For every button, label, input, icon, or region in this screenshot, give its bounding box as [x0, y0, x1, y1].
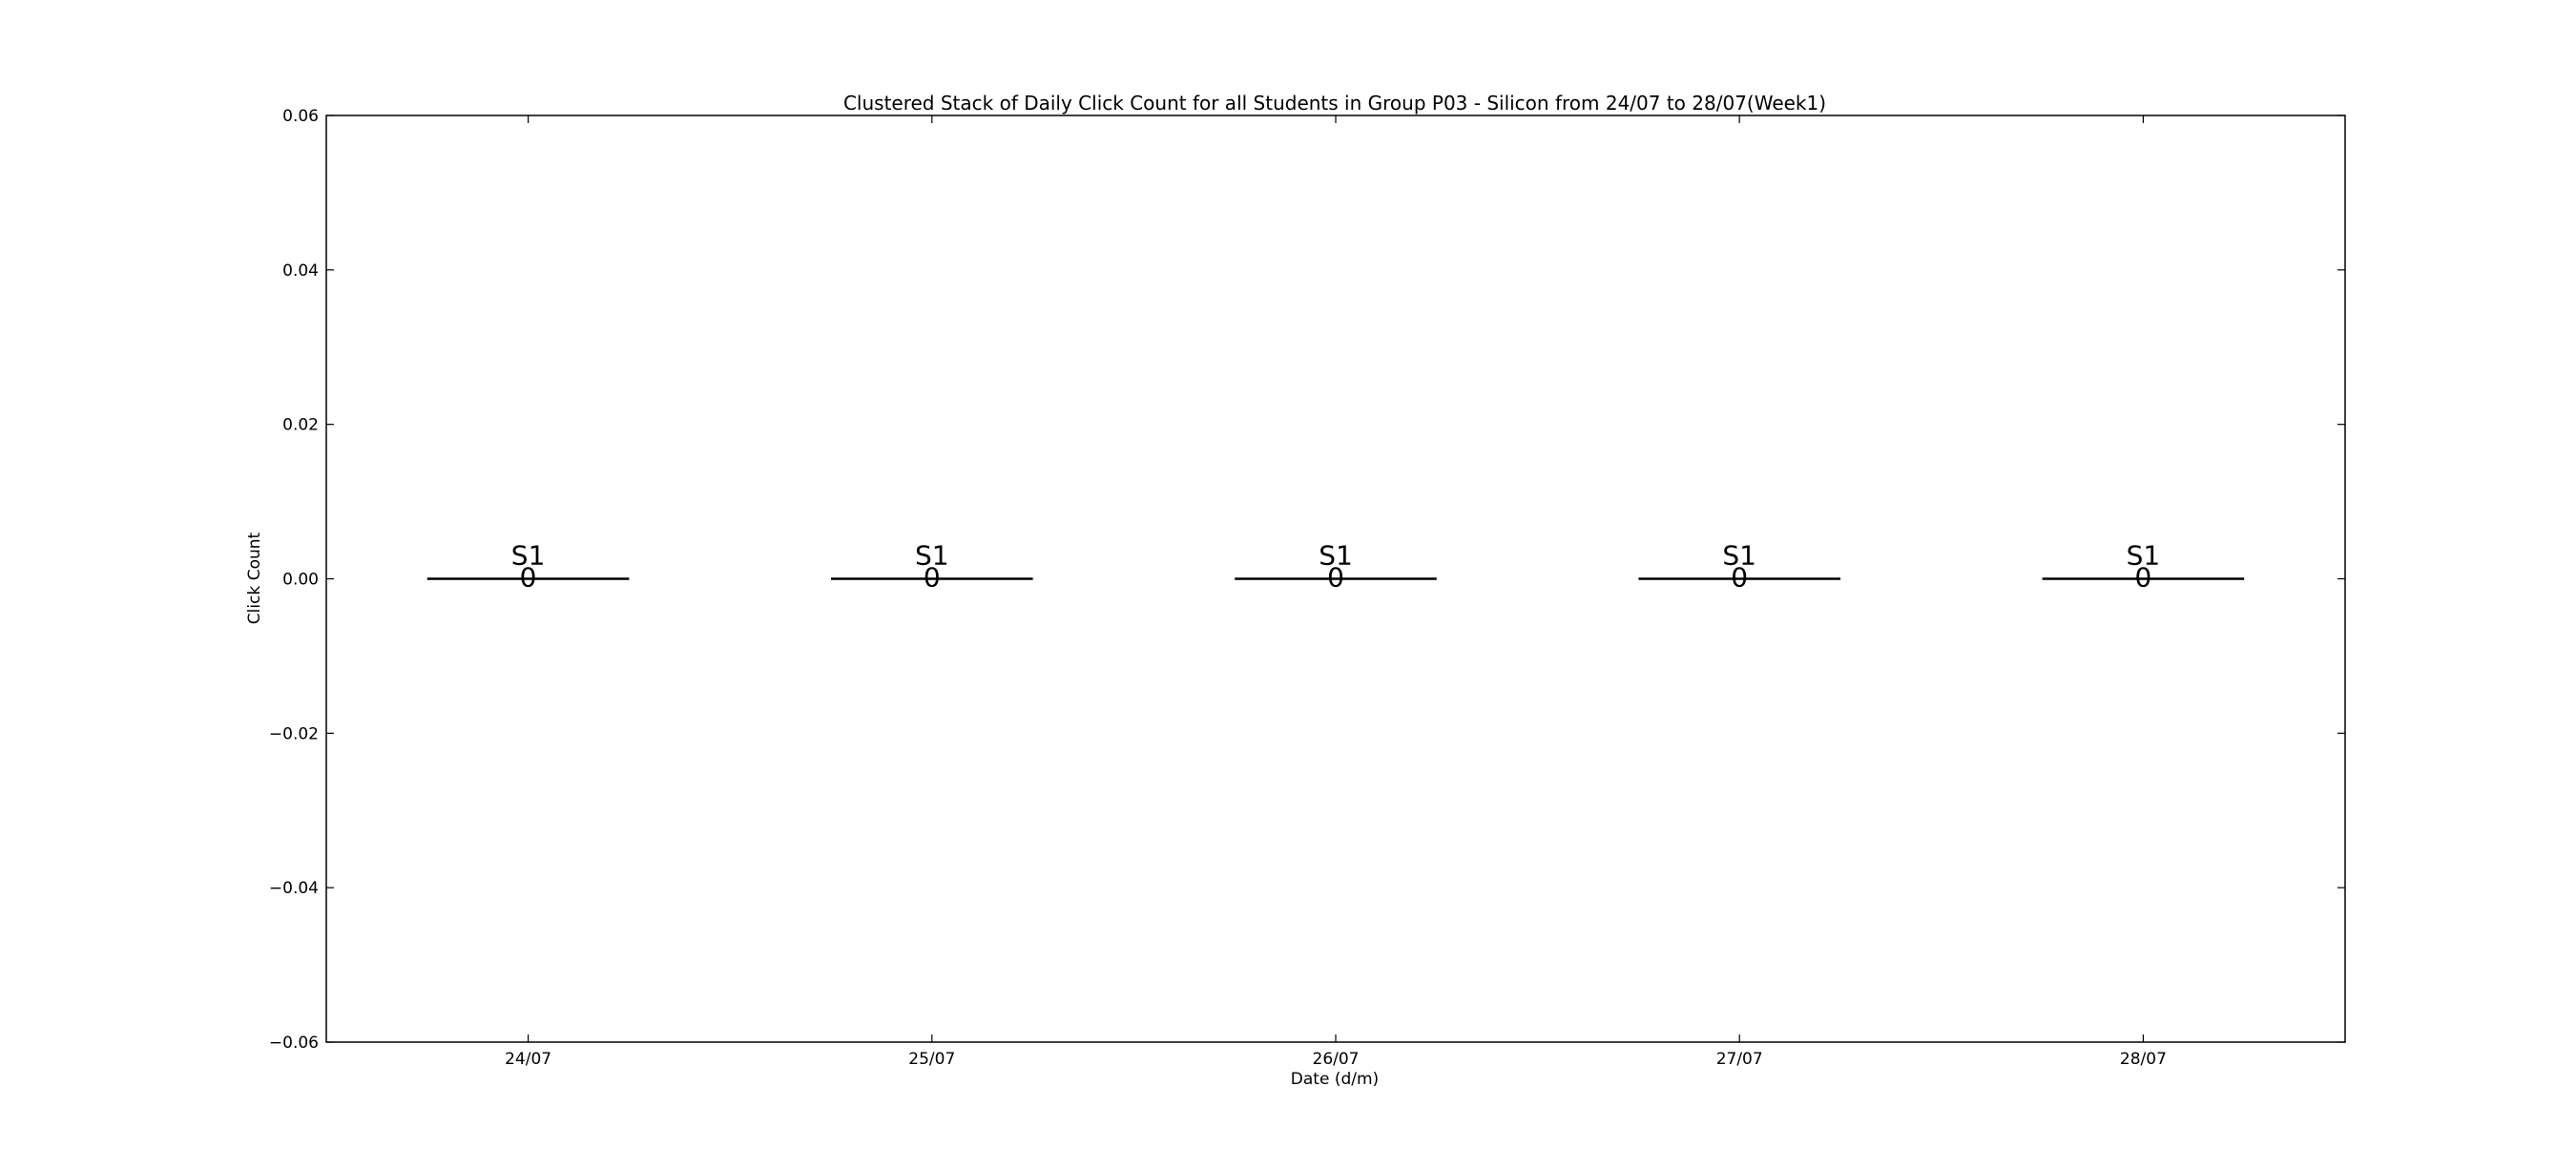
- bar-series-label: S1: [915, 540, 949, 572]
- bar-series-label: S1: [511, 540, 546, 572]
- y-tick-label: 0.04: [282, 261, 319, 281]
- bar-value-label: 0: [1327, 562, 1344, 594]
- x-axis: 24/07 25/07 26/07 27/07 28/07: [505, 115, 2167, 1069]
- chart-title: Clustered Stack of Daily Click Count for…: [843, 92, 1826, 115]
- y-tick-label: −0.06: [269, 1034, 319, 1053]
- x-tick-label: 24/07: [505, 1050, 551, 1069]
- x-tick-label: 27/07: [1716, 1050, 1763, 1069]
- bar-value-label: 0: [924, 562, 941, 594]
- y-axis: 0.06 0.04 0.02 0.00 −0.02 −0.04 −0.06: [269, 107, 2345, 1053]
- bar-value-label: 0: [520, 562, 537, 594]
- y-axis-label: Click Count: [245, 532, 264, 624]
- y-tick-label: 0.02: [282, 416, 319, 435]
- bar-value-label: 0: [1731, 562, 1748, 594]
- bar-series-label: S1: [2127, 540, 2161, 572]
- y-tick-label: 0.06: [282, 107, 319, 126]
- bar-value-label: 0: [2134, 562, 2151, 594]
- y-tick-label: −0.04: [269, 879, 319, 898]
- x-tick-label: 26/07: [1313, 1050, 1360, 1069]
- x-tick-label: 25/07: [908, 1050, 955, 1069]
- bar-series-label: S1: [1319, 540, 1353, 572]
- y-tick-label: 0.00: [282, 571, 319, 590]
- y-tick-label: −0.02: [269, 724, 319, 743]
- bar-series-label: S1: [1722, 540, 1756, 572]
- x-axis-label: Date (d/m): [1291, 1070, 1379, 1089]
- x-tick-label: 28/07: [2120, 1050, 2167, 1069]
